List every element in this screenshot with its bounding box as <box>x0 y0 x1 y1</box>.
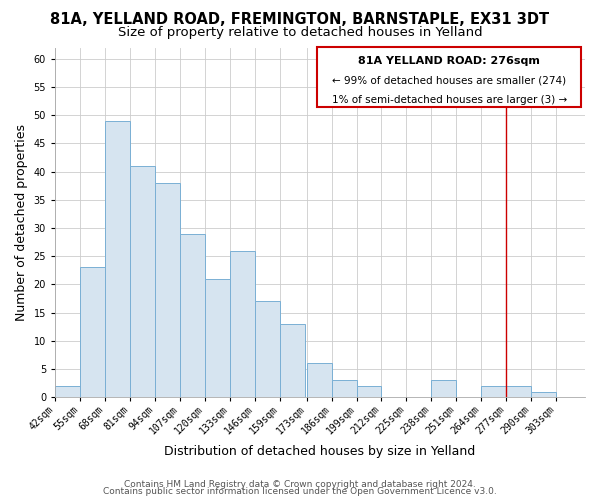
Bar <box>481 386 506 397</box>
Bar <box>155 183 180 397</box>
Bar <box>307 364 332 397</box>
Text: 81A YELLAND ROAD: 276sqm: 81A YELLAND ROAD: 276sqm <box>358 56 540 66</box>
Y-axis label: Number of detached properties: Number of detached properties <box>15 124 28 321</box>
Bar <box>332 380 356 397</box>
Text: Size of property relative to detached houses in Yelland: Size of property relative to detached ho… <box>118 26 482 39</box>
Bar <box>431 380 457 397</box>
Bar <box>205 279 230 397</box>
Text: 81A, YELLAND ROAD, FREMINGTON, BARNSTAPLE, EX31 3DT: 81A, YELLAND ROAD, FREMINGTON, BARNSTAPL… <box>50 12 550 28</box>
Bar <box>80 268 105 397</box>
Text: Contains public sector information licensed under the Open Government Licence v3: Contains public sector information licen… <box>103 488 497 496</box>
Bar <box>105 121 130 397</box>
Bar <box>280 324 305 397</box>
X-axis label: Distribution of detached houses by size in Yelland: Distribution of detached houses by size … <box>164 444 476 458</box>
Text: 1% of semi-detached houses are larger (3) →: 1% of semi-detached houses are larger (3… <box>332 96 567 106</box>
Bar <box>317 48 581 106</box>
Bar <box>356 386 382 397</box>
Bar <box>230 250 255 397</box>
Bar <box>130 166 155 397</box>
Text: ← 99% of detached houses are smaller (274): ← 99% of detached houses are smaller (27… <box>332 76 566 86</box>
Bar <box>255 302 280 397</box>
Bar <box>180 234 205 397</box>
Text: Contains HM Land Registry data © Crown copyright and database right 2024.: Contains HM Land Registry data © Crown c… <box>124 480 476 489</box>
Bar <box>531 392 556 397</box>
Bar <box>506 386 531 397</box>
Bar <box>55 386 80 397</box>
